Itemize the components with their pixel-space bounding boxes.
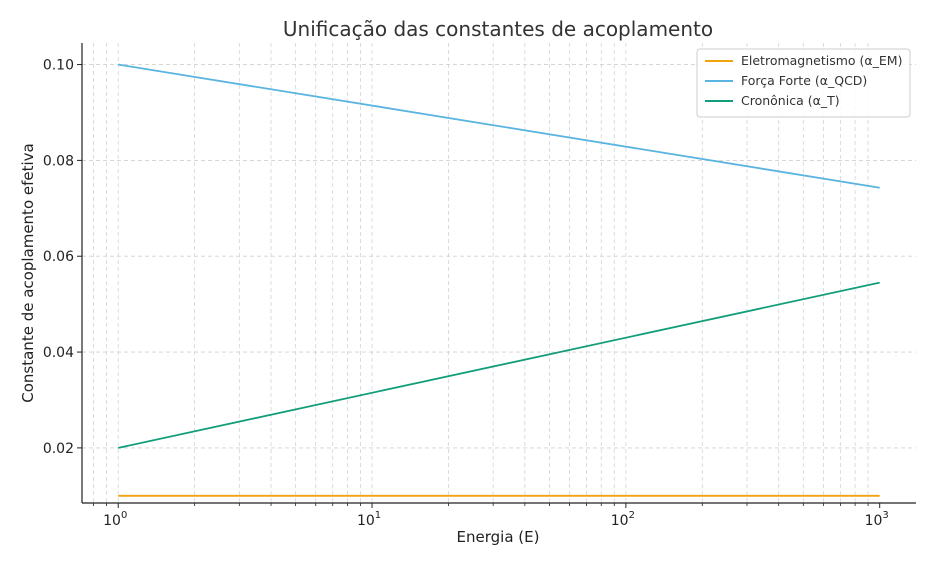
x-tick-label: 100 [103,510,127,529]
y-tick-label: 0.10 [43,58,74,74]
y-tick-label: 0.04 [43,345,74,361]
legend: Eletromagnetismo (α_EM) Força Forte (α_QC… [696,48,911,118]
series-group [118,63,880,497]
x-tick-label: 101 [357,510,381,529]
legend-box [696,48,911,118]
axes [81,43,916,504]
series-line [118,281,880,449]
chart-title: Unificação das constantes de acoplamento [283,17,713,41]
legend-label: Eletromagnetismo (α_EM) [741,53,902,68]
x-tick-label: 102 [611,510,635,529]
y-tick-label: 0.02 [43,441,74,457]
legend-label: Força Forte (α_QCD) [741,73,867,88]
y-ticks: 0.02 0.04 0.06 0.08 0.10 [43,58,82,457]
x-tick-label: 103 [865,510,889,529]
y-tick-label: 0.06 [43,249,74,265]
x-ticks: 100 101 102 103 [93,503,889,529]
x-axis-label: Energia (E) [457,528,540,546]
y-axis-label: Constante de acoplamento efetiva [19,143,37,402]
series-line [118,63,880,189]
y-tick-label: 0.08 [43,153,74,169]
legend-label: Cronônica (α_T) [741,93,840,108]
